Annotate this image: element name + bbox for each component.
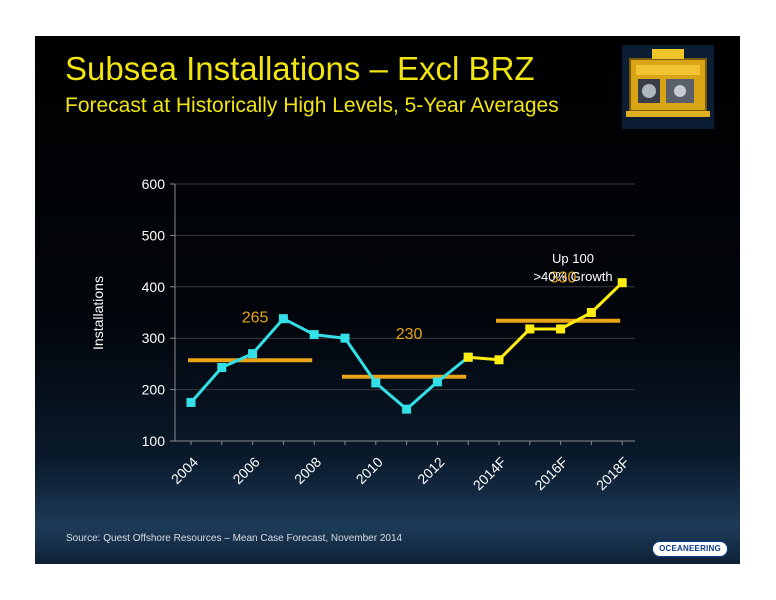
source-note: Source: Quest Offshore Resources – Mean … [66, 533, 403, 544]
data-point [402, 404, 412, 414]
data-point [248, 349, 258, 359]
average-label: 230 [396, 326, 423, 343]
series-line [189, 317, 470, 411]
data-point [617, 278, 627, 288]
data-point [556, 324, 566, 334]
data-point [432, 377, 442, 387]
y-axis-label: Installations [90, 276, 106, 350]
data-point [186, 397, 196, 407]
average-label: 265 [242, 309, 269, 326]
logo-text: OCEANEERING [659, 544, 721, 553]
slide-subtitle: Forecast at Historically High Levels, 5-… [65, 94, 559, 117]
series [186, 278, 627, 414]
average-label: 330 [550, 270, 577, 287]
data-point [340, 333, 350, 343]
growth-annotation-line-2: >40% Growth [533, 269, 612, 284]
x-tick-label: 2008 [291, 454, 324, 487]
y-tick-label: 400 [142, 279, 166, 295]
y-tick-label: 300 [142, 330, 166, 346]
data-point [278, 314, 288, 324]
gridlines [175, 183, 635, 391]
data-point [217, 362, 227, 372]
y-tick-label: 600 [142, 176, 166, 192]
y-tick-label: 100 [142, 433, 166, 449]
slide: Subsea Installations – Excl BRZ Forecast… [35, 36, 740, 564]
x-tick-label: 2014F [470, 454, 509, 493]
data-point [309, 330, 319, 340]
data-point [494, 355, 504, 365]
x-tick-label: 2010 [353, 454, 386, 487]
average-lines: 265 230 330 [188, 270, 621, 379]
x-tick-label: 2012 [414, 454, 447, 487]
y-tick-label: 500 [142, 227, 166, 243]
x-tick-label: 2018F [593, 454, 632, 493]
slide-title: Subsea Installations – Excl BRZ [65, 50, 535, 87]
growth-annotation-line-1: Up 100 [552, 251, 594, 266]
x-tick-label: 2006 [229, 454, 262, 487]
x-tick-label: 2004 [168, 454, 201, 487]
rov-photo [622, 45, 714, 129]
series-line [468, 281, 624, 362]
data-point [463, 352, 473, 362]
data-point [371, 378, 381, 388]
oceaneering-logo: OCEANEERING [652, 541, 728, 557]
data-point [525, 324, 535, 334]
x-tick-label: 2016F [531, 454, 570, 493]
y-tick-label: 200 [142, 382, 166, 398]
data-point [586, 308, 596, 317]
y-axis-ticks: 100 200 300 400 500 600 [142, 176, 175, 449]
x-axis-ticks: 2004 2006 2008 2010 2012 2014F 2016F 2018F [168, 441, 632, 493]
